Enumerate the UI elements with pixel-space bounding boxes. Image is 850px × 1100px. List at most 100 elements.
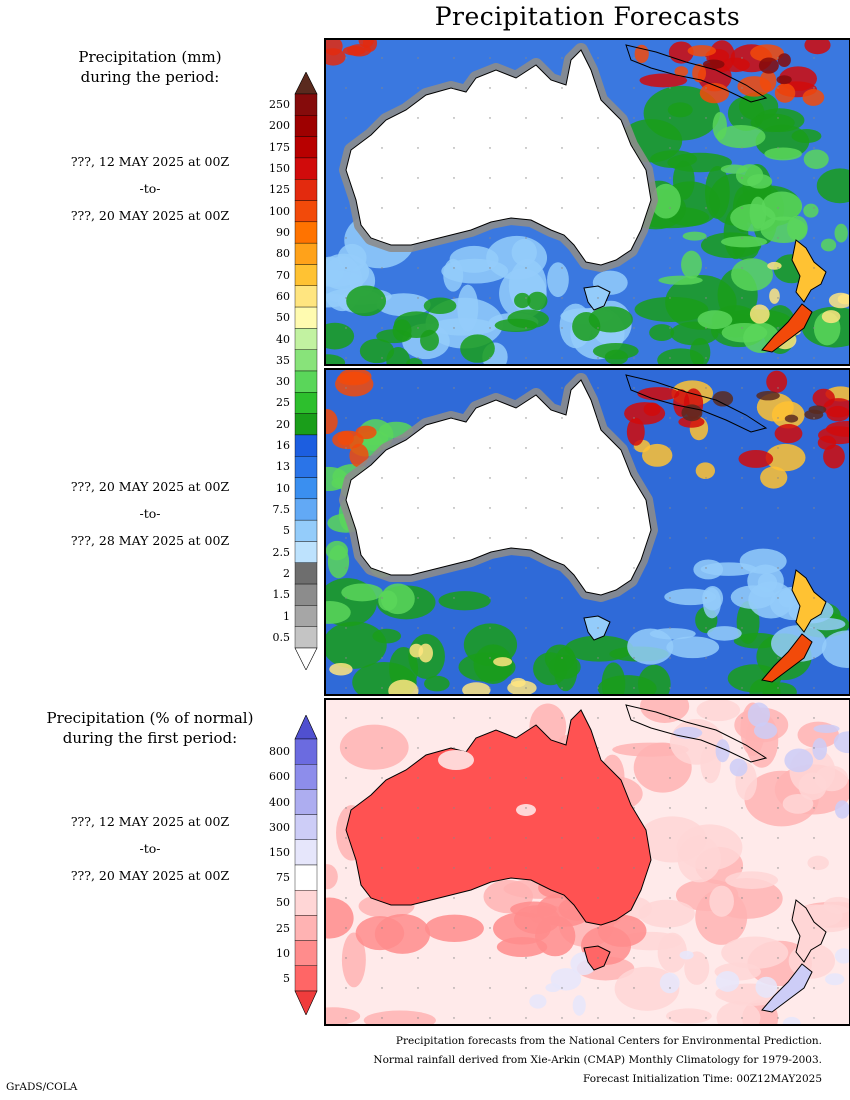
legend-mm-tick-label: 250 [269,98,290,112]
legend-mm-swatch [294,115,318,137]
legend-mm-swatch [294,370,318,393]
footer-line-1: Precipitation forecasts from the Nationa… [395,1035,822,1047]
legend-mm-swatch [294,264,318,286]
legend-mm-tick-label: 60 [276,289,290,303]
legend-pct-swatch [294,738,318,765]
legend-pct-swatch [294,789,318,815]
legend-mm-colorbar: 250 200 175 150 125 100 90 80 70 60 50 40 35 30 25 20 16… [250,72,320,670]
legend-mm-swatch [294,541,318,563]
period-2-sep: -to- [139,506,161,521]
legend-mm-swatch [294,519,318,542]
legend-pct-colorbar-svg [294,715,318,1015]
period-2-label: ???, 20 MAY 2025 at 00Z -to- ???, 28 MAY… [40,479,260,548]
legend-mm-tick-label: 40 [276,332,290,346]
legend-mm-swatch [294,413,318,436]
legend-mm-tick-label: 1.5 [272,588,291,602]
period-1-label: ???, 12 MAY 2025 at 00Z -to- ???, 20 MAY… [40,154,260,223]
legend-mm-tick-label: 2 [283,566,290,580]
legend-pct-tick-label: 50 [276,896,290,910]
legend-mm-tick-label: 0.5 [272,630,291,644]
legend-mm-tick-label: 5 [283,524,290,538]
precip-map-period-1 [326,40,849,364]
legend-mm-tick-label: 125 [269,183,290,197]
legend-pct-swatch [294,839,318,866]
map-panel-period-2 [324,368,850,696]
legend-pct-tick-label: 600 [269,770,290,784]
legend-mm-swatch [294,456,318,478]
grads-credit: GrADS/COLA [6,1081,78,1093]
legend-pct-heading-line1: Precipitation (% of normal) [46,709,254,727]
legend-pct-tick-label: 150 [269,845,290,859]
map-panel-period-1 [324,38,850,366]
legend-pct-swatch [294,889,318,916]
legend-mm-tick-label: 50 [276,311,290,325]
legend-pct-swatch [294,940,318,967]
legend-pct-tick-label: 75 [276,871,290,885]
legend-mm-swatch [294,179,318,201]
legend-pct-tick-label: 300 [269,820,290,834]
legend-pct-tick-label: 5 [283,971,290,985]
legend-mm-swatch [294,285,318,308]
footer-line-3: Forecast Initialization Time: 00Z12MAY20… [583,1073,822,1085]
legend-mm-bottom-arrow [294,647,318,670]
legend-mm-swatch [294,498,318,521]
legend-mm-swatch [294,136,318,159]
legend-mm-tick-label: 100 [269,204,290,218]
legend-mm-heading-line1: Precipitation (mm) [78,48,222,66]
legend-mm-tick-label: 1 [283,609,290,623]
legend-pct-bottom-arrow [294,990,318,1015]
legend-mm-swatch [294,392,318,414]
period-3-to: ???, 20 MAY 2025 at 00Z [70,868,230,883]
legend-mm-tick-label: 7.5 [272,503,291,516]
legend-mm-heading-line2: during the period: [80,68,220,86]
legend-mm-swatch [294,605,318,627]
legend-mm-tick-label: 2.5 [272,545,291,559]
legend-pct-tick-label: 10 [276,946,290,960]
legend-pct-tick-label: 800 [269,745,290,759]
legend-mm-tick-label: 90 [276,226,290,239]
legend-mm-tick-label: 16 [276,439,290,453]
legend-mm-swatch [294,221,318,244]
legend-pct-top-arrow [294,715,318,740]
legend-pct-ticks: 800 600 400 300 150 75 50 25 10 5 [250,715,290,1015]
legend-pct-swatch [294,814,318,840]
legend-mm-swatch [294,200,318,223]
legend-mm-swatch [294,157,318,180]
legend-pct-swatch [294,864,318,891]
period-3-label: ???, 12 MAY 2025 at 00Z -to- ???, 20 MAY… [40,814,260,883]
legend-mm-swatch [294,477,318,500]
legend-mm-tick-label: 200 [269,119,290,133]
period-1-sep: -to- [139,181,161,196]
legend-mm-tick-label: 25 [276,396,290,410]
legend-pct-heading-line2: during the first period: [62,729,238,747]
legend-mm-tick-label: 30 [276,375,290,389]
legend-pct-swatch [294,764,318,790]
legend-pct-swatch [294,965,318,992]
legend-mm-tick-label: 35 [276,353,290,367]
legend-mm-tick-label: 10 [276,481,290,495]
precip-map-period-2 [326,370,849,694]
period-1-from: ???, 12 MAY 2025 at 00Z [70,154,230,169]
legend-mm-swatch [294,349,318,372]
legend-mm-tick-label: 13 [276,460,290,474]
legend-mm-swatch [294,93,318,116]
period-2-to: ???, 28 MAY 2025 at 00Z [70,533,230,548]
legend-pct-colorbar: 800 600 400 300 150 75 50 25 10 5 [250,715,320,1015]
period-3-from: ???, 12 MAY 2025 at 00Z [70,814,230,829]
legend-mm-swatch [294,242,318,265]
footer-line-2: Normal rainfall derived from Xie-Arkin (… [373,1054,822,1066]
legend-mm-tick-label: 70 [276,268,290,282]
legend-mm-tick-label: 150 [269,162,290,176]
legend-mm-swatch [294,583,318,606]
footer: Precipitation forecasts from the Nationa… [373,1032,822,1089]
period-1-to: ???, 20 MAY 2025 at 00Z [70,208,230,223]
legend-pct-heading: Precipitation (% of normal) during the f… [30,708,270,748]
page-title: Precipitation Forecasts [434,2,741,31]
legend-pct-swatch [294,915,318,941]
legend-mm-heading: Precipitation (mm) during the period: [50,47,250,87]
legend-mm-ticks: 250 200 175 150 125 100 90 80 70 60 50 40 35 30 25 20 16… [250,72,290,670]
legend-mm-swatch [294,562,318,585]
legend-mm-top-arrow [294,72,318,95]
legend-mm-colorbar-svg [294,72,318,670]
legend-mm-tick-label: 20 [276,417,290,431]
